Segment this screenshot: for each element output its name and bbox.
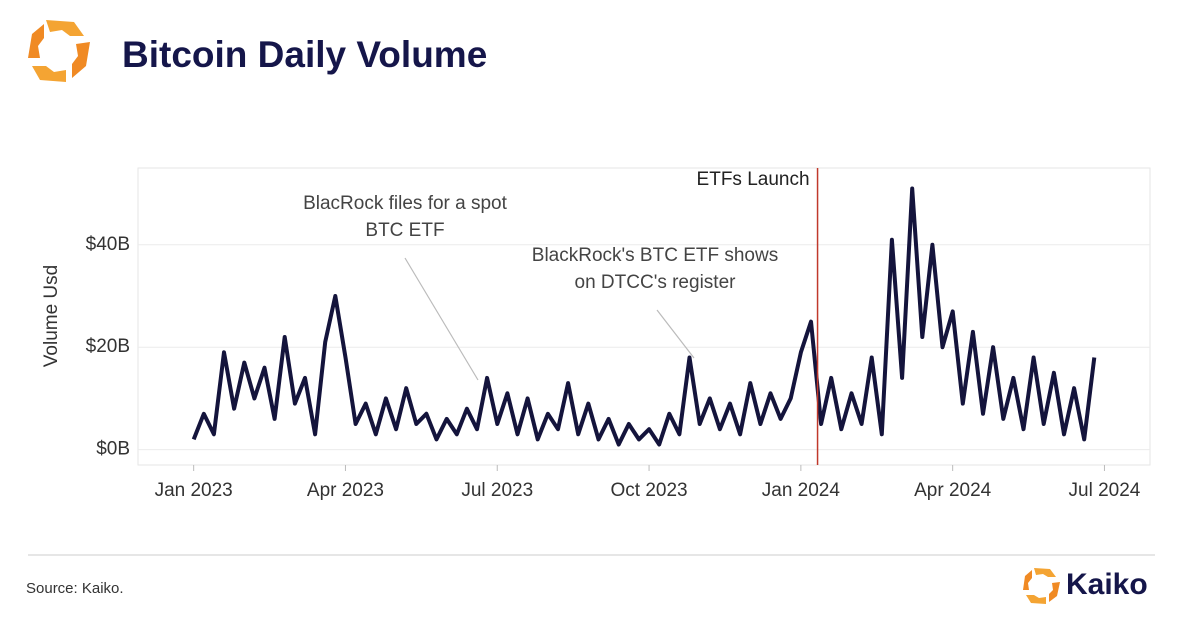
volume-line	[191, 186, 1097, 447]
annotation-arrow	[404, 257, 479, 381]
plot: $0B $20B $40B Jan 2023 Apr 2023 Jul 2023 Oct 2…	[41, 168, 1150, 501]
plot-frame	[137, 167, 1151, 466]
etf-launch-label: ETFs Launch	[697, 169, 810, 190]
annotation-arrow	[656, 309, 695, 359]
y-tick-label: $20B	[86, 336, 130, 357]
annotation: on DTCC's register	[575, 272, 737, 293]
x-tick-label: Oct 2023	[611, 480, 688, 501]
x-tick-label: Apr 2024	[914, 480, 992, 501]
y-tick-label: $0B	[96, 439, 130, 460]
logo	[28, 20, 90, 82]
y-tick-label: $40B	[86, 234, 130, 255]
y-axis-label: Volume Usd	[41, 265, 62, 367]
source: Source: Kaiko.	[26, 580, 124, 597]
x-tick-label: Jul 2024	[1069, 480, 1141, 501]
annotation: BTC ETF	[365, 220, 444, 241]
x-tick-label: Jan 2023	[155, 480, 233, 501]
x-tick-label: Apr 2023	[307, 480, 384, 501]
brand-logo	[1023, 568, 1060, 604]
annotation: BlacRock files for a spot	[303, 193, 508, 214]
title: Bitcoin Daily Volume	[122, 34, 487, 75]
annotation: BlackRock's BTC ETF shows	[532, 245, 778, 266]
x-tick-label: Jul 2023	[461, 480, 533, 501]
brand: Kaiko	[1066, 568, 1148, 601]
x-tick-label: Jan 2024	[762, 480, 841, 501]
